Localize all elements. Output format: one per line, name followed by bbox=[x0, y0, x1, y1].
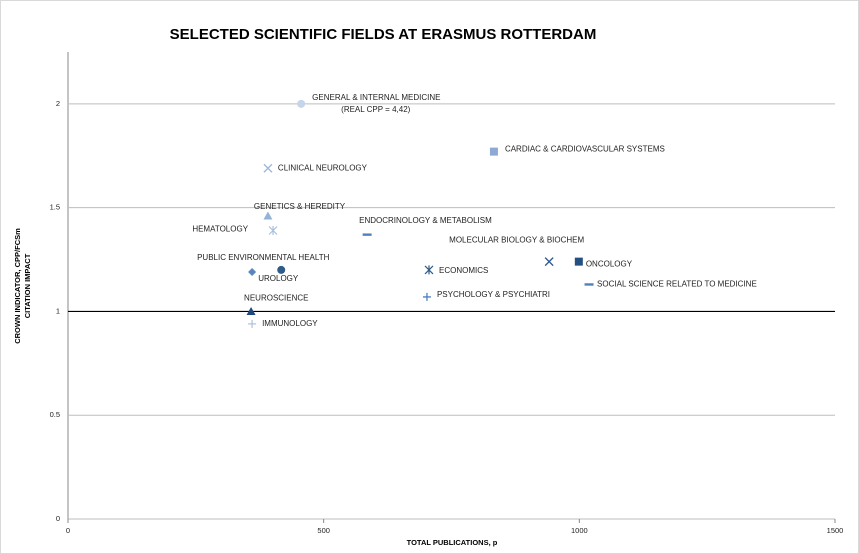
y-tick-label: 0.5 bbox=[50, 410, 60, 419]
x-axis-title: TOTAL PUBLICATIONS, p bbox=[407, 538, 498, 547]
marker-shape bbox=[263, 163, 273, 173]
x-tick-label: 1000 bbox=[571, 526, 588, 535]
annotation: (REAL CPP = 4,42) bbox=[341, 105, 410, 114]
data-point bbox=[362, 233, 372, 236]
data-point bbox=[277, 265, 286, 274]
data-point bbox=[263, 163, 273, 173]
data-point bbox=[297, 99, 306, 108]
marker-shape bbox=[268, 225, 278, 235]
y-tick-label: 1 bbox=[56, 306, 60, 315]
point-label: CARDIAC & CARDIOVASCULAR SYSTEMS bbox=[505, 145, 665, 154]
point-label: PUBLIC ENVIRONMENTAL HEALTH bbox=[197, 253, 330, 262]
marker-shape bbox=[263, 211, 273, 220]
marker-shape bbox=[248, 319, 257, 328]
marker-shape bbox=[584, 283, 594, 286]
marker-shape bbox=[489, 147, 498, 156]
point-label: UROLOGY bbox=[258, 274, 299, 283]
marker-shape bbox=[248, 268, 257, 277]
data-point bbox=[246, 306, 256, 315]
point-label: GENETICS & HEREDITY bbox=[254, 202, 346, 211]
point-label: PSYCHOLOGY & PSYCHIATRI bbox=[437, 290, 550, 299]
x-tick-label: 0 bbox=[66, 526, 70, 535]
data-point bbox=[584, 283, 594, 286]
point-label: SOCIAL SCIENCE RELATED TO MEDICINE bbox=[597, 280, 757, 289]
point-label: ENDOCRINOLOGY & METABOLISM bbox=[359, 216, 492, 225]
chart-title: SELECTED SCIENTIFIC FIELDS AT ERASMUS RO… bbox=[170, 26, 597, 43]
data-point bbox=[424, 265, 434, 275]
marker-shape bbox=[574, 257, 583, 266]
data-point bbox=[248, 319, 257, 328]
point-label: MOLECULAR BIOLOGY & BIOCHEM bbox=[449, 236, 584, 245]
marker-shape bbox=[246, 306, 256, 315]
data-point bbox=[422, 292, 431, 301]
data-point bbox=[544, 257, 554, 267]
data-point bbox=[263, 211, 273, 220]
data-point bbox=[574, 257, 583, 266]
data-point bbox=[268, 225, 278, 235]
point-label: ONCOLOGY bbox=[586, 260, 633, 269]
marker-shape bbox=[544, 257, 554, 267]
y-tick-label: 2 bbox=[56, 99, 60, 108]
point-label: IMMUNOLOGY bbox=[262, 319, 318, 328]
point-label: ECONOMICS bbox=[439, 266, 488, 275]
y-axis-title: CROWN INDICATOR, CPP/FCSm bbox=[13, 228, 22, 344]
marker-shape bbox=[277, 265, 286, 274]
point-label: HEMATOLOGY bbox=[192, 225, 248, 234]
marker-shape bbox=[297, 99, 306, 108]
y-tick-label: 0 bbox=[56, 514, 60, 523]
marker-shape bbox=[422, 292, 431, 301]
data-point bbox=[248, 268, 257, 277]
y-tick-label: 1.5 bbox=[50, 203, 60, 212]
point-label: NEUROSCIENCE bbox=[244, 294, 308, 303]
x-tick-label: 1500 bbox=[827, 526, 844, 535]
point-label: GENERAL & INTERNAL MEDICINE bbox=[312, 93, 440, 102]
marker-shape bbox=[362, 233, 372, 236]
point-label: CLINICAL NEUROLOGY bbox=[278, 163, 368, 172]
data-point bbox=[489, 147, 498, 156]
x-tick-label: 500 bbox=[317, 526, 330, 535]
marker-shape bbox=[424, 265, 434, 275]
y-axis-title: CITATION IMPACT bbox=[23, 253, 32, 318]
